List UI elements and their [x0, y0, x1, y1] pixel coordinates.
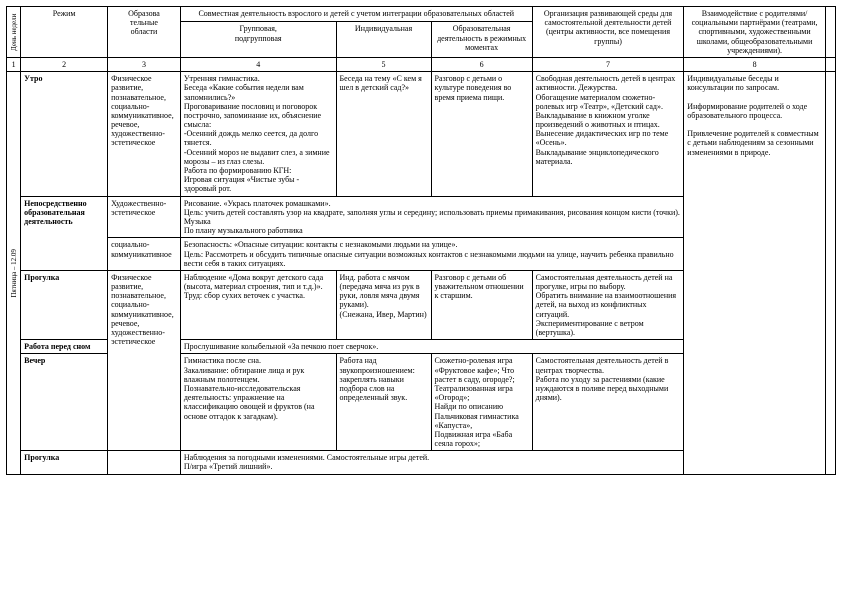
- walk-regime: Разговор с детьми об уважительном отноше…: [431, 270, 532, 339]
- evening-env: Самостоятельная деятельность детей в цен…: [532, 354, 684, 451]
- day-label: Пятница – 12.09: [7, 72, 21, 475]
- header-row-1: День недели Режим Образова тельные облас…: [7, 7, 836, 22]
- num-2: 2: [21, 57, 108, 71]
- evening-regime: Сюжетно-ролевая игра «Фруктовое кафе»; Ч…: [431, 354, 532, 451]
- beforesleep-text: Прослушивание колыбельной «За печкою пое…: [180, 340, 683, 354]
- walk-env: Самостоятельная деятельность детей на пр…: [532, 270, 684, 339]
- num-8: 8: [684, 57, 826, 71]
- extra-cell: [825, 72, 835, 475]
- morning-env: Свободная деятельность детей в центрах а…: [532, 72, 684, 196]
- nod-rezhim: Непосредственно образовательная деятельн…: [21, 196, 108, 270]
- col-parents-header: Взаимодействие с родителями/ социальными…: [684, 7, 826, 58]
- num-4: 4: [180, 57, 336, 71]
- nod1-oblast: Художественно-эстетическое: [108, 196, 181, 238]
- nod2-oblast: социально-коммуникативное: [108, 238, 181, 271]
- col-env-header: Организация развивающей среды для самост…: [532, 7, 684, 58]
- morning-ind: Беседа на тему «С кем я шел в детский са…: [336, 72, 431, 196]
- morning-regime: Разговор с детьми о культуре поведения в…: [431, 72, 532, 196]
- evening-rezhim: Вечер: [21, 354, 108, 451]
- num-7: 7: [532, 57, 684, 71]
- col-oblasti-header: Образова тельные области: [108, 7, 181, 58]
- col-individual-header: Индивидуальная: [336, 22, 431, 57]
- col-rezhim-header: Режим: [21, 7, 108, 58]
- col-day-header: День недели: [7, 7, 21, 58]
- evening-ind: Работа над звукопроизношением: закреплят…: [336, 354, 431, 451]
- parents-cell: Индивидуальные беседы и консультации по …: [684, 72, 826, 475]
- nod1-text: Рисование. «Укрась платочек ромашками». …: [180, 196, 683, 238]
- walk-oblast: Физическое развитие, познавательное, соц…: [108, 270, 181, 450]
- num-3: 3: [108, 57, 181, 71]
- walk-group: Наблюдение «Дома вокруг детского сада (в…: [180, 270, 336, 339]
- morning-rezhim: Утро: [21, 72, 108, 196]
- nod2-text: Безопасность: «Опасные ситуации: контакт…: [180, 238, 683, 271]
- num-1: 1: [7, 57, 21, 71]
- morning-group: Утренняя гимнастика. Беседа «Какие событ…: [180, 72, 336, 196]
- row-morning: Пятница – 12.09 Утро Физическое развитие…: [7, 72, 836, 196]
- beforesleep-rezhim: Работа перед сном: [21, 340, 108, 354]
- morning-oblast: Физическое развитие, познавательное, соц…: [108, 72, 181, 196]
- col-group-header: Групповая, подгрупповая: [180, 22, 336, 57]
- col-extra-header: [825, 7, 835, 58]
- num-5: 5: [336, 57, 431, 71]
- walk2-oblast: [108, 451, 181, 474]
- number-row: 1 2 3 4 5 6 7 8: [7, 57, 836, 71]
- evening-group: Гимнастика после сна. Закаливание: обтир…: [180, 354, 336, 451]
- num-extra: [825, 57, 835, 71]
- col-joint-header: Совместная деятельность взрослого и дете…: [180, 7, 532, 22]
- col-regime-act-header: Образовательная деятельность в режимных …: [431, 22, 532, 57]
- walk2-text: Наблюдения за погодными изменениями. Сам…: [180, 451, 683, 474]
- schedule-table: День недели Режим Образова тельные облас…: [6, 6, 836, 475]
- num-6: 6: [431, 57, 532, 71]
- walk-ind: Инд. работа с мячом (передача мяча из ру…: [336, 270, 431, 339]
- walk2-rezhim: Прогулка: [21, 451, 108, 474]
- walk-rezhim: Прогулка: [21, 270, 108, 339]
